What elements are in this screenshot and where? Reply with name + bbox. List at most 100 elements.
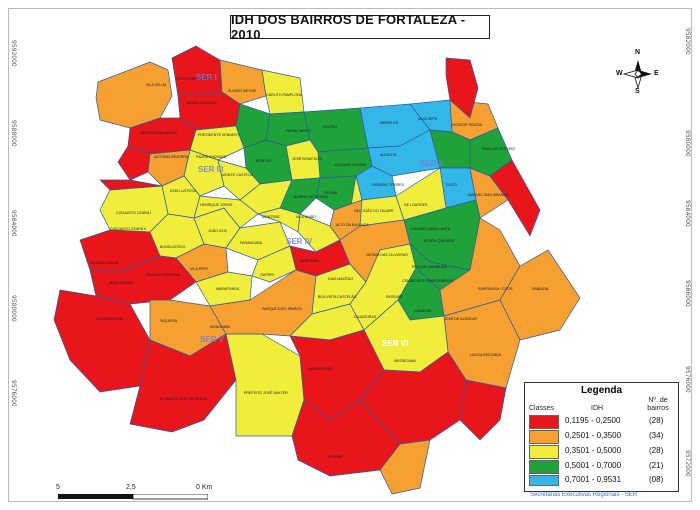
coord-label: 9576000 [10,380,17,407]
coord-label: 9584000 [684,200,691,227]
nb-label-parque-manibura: PARQUE MANIBURA [412,265,447,269]
nb-label-mucuripe: MUCURIPE [418,117,438,121]
nb-label-coco: COCÓ [446,182,457,187]
legend-count: (21) [649,461,664,470]
compass-e: E [654,70,659,77]
nb-label-monte-castelo: MONTE CASTELO [222,173,253,177]
legend-swatch [529,415,559,429]
legend-col-classes: Classes [529,405,554,412]
scale-bar [58,494,208,500]
nb-label-parangaba: PARANGABA [240,241,263,245]
nb-label-centro: CENTRO [322,125,337,129]
nb-label-jose-walter: PREFEITO JOSÉ WALTER [244,390,288,395]
nb-label-farias-brito: FARIAS BRITO [286,129,311,133]
nb-label-sao-joao: SÃO JOÃO DO TAUAPE [354,208,394,213]
nb-label-maraponga: MARAPONGA [216,287,240,291]
nb-label-conjunto-ceara-i: CONJUNTO CEARÁ I [116,211,151,215]
district-manuel-dias [469,167,509,219]
nb-label-edson-queiroz: EDSON QUEIROZ [424,239,455,243]
nb-label-parque-dois: PARQUE DOIS IRMÃOS [262,306,302,311]
district-pirambu [219,59,267,105]
compass-n: N [635,49,641,56]
nb-label-planalto: PLANALTO AYRTON SENNA [160,397,208,401]
nb-label-sapiranga: SAPIRANGA / COITÉ [478,286,513,291]
district-quintino [117,145,151,181]
legend-col-idh: IDH [591,405,604,412]
legend-row: 0,3501 - 0,5000 (28) [529,445,675,459]
nb-label-meireles: MEIRELES [380,121,399,125]
legend-count: (28) [649,416,664,425]
nb-label-padre-andrade: PADRE ANDRADE [196,155,227,159]
legend-range: 0,2501 - 0,3500 [565,431,622,440]
nb-label-de-lourdes: DE LOURDES [404,203,428,207]
legend-count: (08) [649,475,664,484]
ser-label-iv: SER IV [286,237,313,246]
nb-label-jardim-iracema: JARDIM IRACEMA [186,101,217,105]
nb-label-pedras: PEDRAS [328,455,343,459]
legend-row: 0,1195 - 0,2500 (28) [529,415,675,429]
legend-title: Legenda [580,385,623,396]
legend-swatch [529,460,559,474]
district-maraponga [195,271,253,307]
ser-label-iii: SER III [198,165,223,174]
district-west-band [99,179,163,191]
nb-label-antonio-bezerra: ANTÔNIO BEZERRA [154,154,189,159]
nb-label-bairro-fatima: BAIRRO DE FÁTIMA [294,195,329,199]
legend: Legenda Classes IDH Nº. de bairros 0,119… [524,382,679,492]
neighborhood-labels: VILA VELHA CRISTO REDENTOR ÁLVARO WEYNE … [90,77,549,459]
coord-label: 9588000 [10,120,17,147]
nb-label-sabiazal: SABIAZAL [532,287,549,291]
nb-label-dom-lustosa: DOM LUSTOSA [170,189,197,193]
legend-range: 0,7001 - 0,9531 [565,475,622,484]
ser-label-i: SER I [196,73,217,82]
nb-label-vila-pery: VILA PERY [190,267,209,271]
district-coast-red-ne [445,57,479,119]
nb-label-jose-alencar: JOSÉ DE ALENCAR [444,316,478,321]
nb-label-granja-portugal: GRANJA PORTUGAL [146,273,181,277]
legend-count: (34) [649,431,664,440]
nb-label-carlito: CARLITO PAMPLONA [266,93,303,97]
coord-label: 9586000 [684,280,691,307]
nb-label-cristo-redentor: CRISTO REDENTOR [176,77,211,81]
nb-label-alvaro-weyne: ÁLVARO WEYNE [228,89,257,93]
legend-col-count: Nº. de bairros [647,397,669,412]
ser-label-ii: SER II [420,159,443,168]
nb-label-messejana: MESSEJANA [394,359,416,363]
nb-label-vila-uniao: VILA UNIÃO [296,214,316,219]
nb-label-serrinha: SERRINHA [300,259,319,263]
nb-label-itaperi: ITAPERI [260,273,274,277]
nb-label-vicente-pinzon: VICENTE PINZON [452,123,483,127]
legend-count: (28) [649,446,664,455]
nb-label-montese: MONTESE [262,215,280,219]
nb-label-cajazeiras: CAJAZEIRAS [354,315,377,319]
nb-label-jangurussu: JANGURUSSU [308,367,333,371]
legend-row: 0,2501 - 0,3500 (34) [529,430,675,444]
nb-label-jardim-oliveiras: JARDIM DAS OLIVEIRAS [366,253,408,257]
legend-footer: Secretarias Executivas Regionais - SER [530,492,638,498]
coord-label: 9584000 [10,210,17,237]
nb-label-boa-vista: BOA VISTA CASTELÃO [318,294,357,299]
coord-label: 9572000 [684,450,691,477]
nb-label-aldeota: ALDEOTA [380,153,397,157]
coord-label: 9592000 [10,40,17,67]
district-south-tip [379,439,431,495]
nb-label-presidente-kennedy: PRESIDENTE KENNEDY [198,133,240,137]
district-se-red [459,379,507,441]
nb-label-bonsucesso: BONSUCESSO [160,245,186,249]
nb-label-dionisio-torres: DIONÍSIO TORRES [372,183,405,187]
district-lourdes [395,167,447,221]
nb-label-bom-jardim: BOM JARDIM [110,281,133,285]
compass-s: S [635,88,640,95]
nb-label-conjunto-ceara-ii: CONJUNTO CEARÁ II [110,227,146,231]
nb-label-vila-velha: VILA VELHA [146,83,167,87]
north-arrow-icon: N S W E [616,49,660,96]
scale-label-right: 0 Km [196,484,213,491]
coord-label: 9576000 [684,366,691,393]
nb-label-dias-macedo: DIAS MACÊDO [328,276,353,281]
map-frame [8,8,692,502]
map-title: IDH DOS BAIRROS DE FORTALEZA - 2010 [230,12,490,42]
scale-label-mid: 2,5 [126,484,136,491]
legend-range: 0,5001 - 0,7000 [565,461,622,470]
ser-label-vi: SER VI [382,339,408,348]
